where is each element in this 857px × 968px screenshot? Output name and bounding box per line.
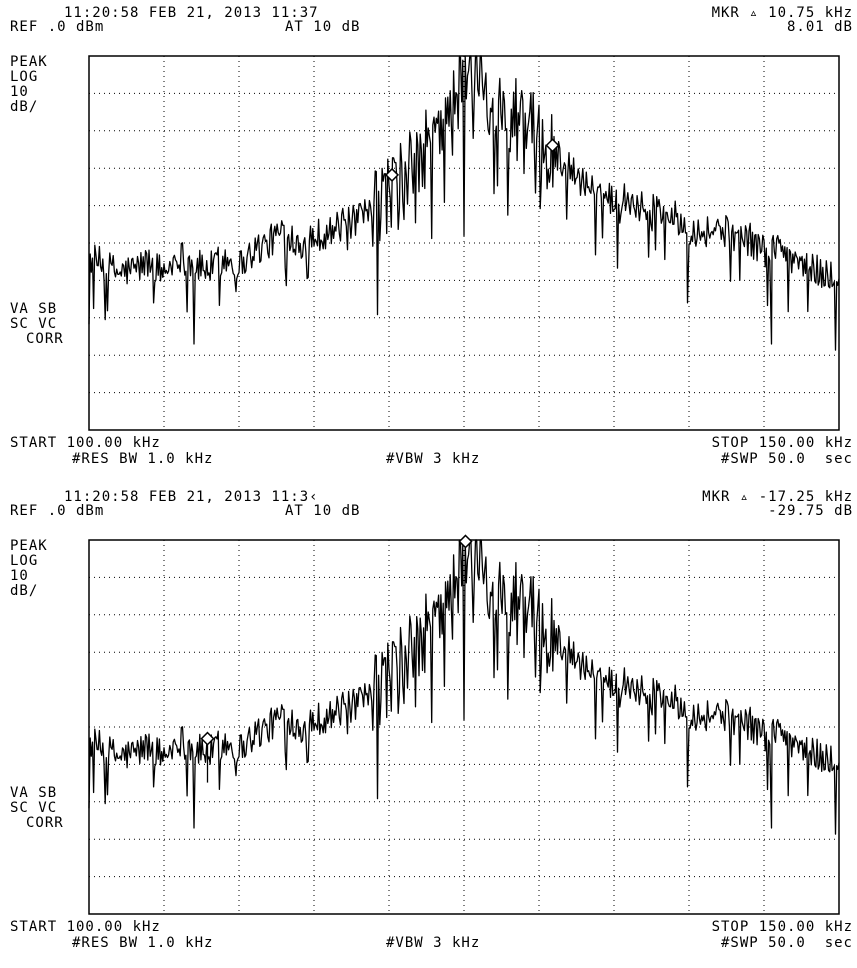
scale-type-label: LOG [10,69,39,85]
marker-diamond [384,167,400,182]
ref-level: REF .0 dBm [10,19,105,35]
marker-diamond [200,731,215,746]
marker-delta-level: 8.01 dB [786,19,853,35]
scale-value-label: 10 [10,568,29,584]
sweep-time: #SWP 50.0 sec [720,451,853,467]
scale-unit-label: dB/ [10,583,39,599]
marker-delta-level: -29.75 dB [768,503,853,519]
marker-diamond [458,534,473,549]
start-freq: START 100.00 kHz [10,435,161,451]
attenuation: AT 10 dB [285,503,361,519]
scale-value-label: 10 [10,84,29,100]
scale-type-label: LOG [10,553,39,569]
ref-level: REF .0 dBm [10,503,105,519]
resolution-bandwidth: #RES BW 1.0 kHz [72,935,214,951]
detector-label: PEAK [10,538,48,554]
timestamp: 11:20:58 FEB 21, 2013 11:37 [64,5,319,21]
resolution-bandwidth: #RES BW 1.0 kHz [72,451,214,467]
mode-label-3: CORR [26,815,64,831]
stop-freq: STOP 150.00 kHz [711,919,853,935]
analyzer-panel-2: 11:20:58 FEB 21, 2013 11:3‹ MKR ▵ -17.25… [0,484,857,968]
attenuation: AT 10 dB [285,19,361,35]
spectrum-plot-1 [88,55,840,431]
analyzer-panel-1: 11:20:58 FEB 21, 2013 11:37 MKR ▵ 10.75 … [10,5,853,467]
marker-diamond [545,138,560,153]
start-freq: START 100.00 kHz [10,919,161,935]
mode-label-2: SC VC [10,800,58,816]
spectrum-trace [88,539,840,835]
detector-label: PEAK [10,54,48,70]
mode-label-1: VA SB [10,301,58,317]
sweep-time: #SWP 50.0 sec [720,935,853,951]
mode-label-3: CORR [26,331,64,347]
mode-label-1: VA SB [10,785,58,801]
scale-unit-label: dB/ [10,99,39,115]
timestamp: 11:20:58 FEB 21, 2013 11:3‹ [64,489,319,505]
marker-delta-freq: MKR ▵ 10.75 kHz [711,5,853,21]
marker-delta-freq: MKR ▵ -17.25 kHz [702,489,853,505]
video-bandwidth: #VBW 3 kHz [386,935,481,951]
mode-label-2: SC VC [10,316,58,332]
spectrum-plot-2 [88,534,840,915]
spectrum-trace [88,55,840,351]
stop-freq: STOP 150.00 kHz [711,435,853,451]
video-bandwidth: #VBW 3 kHz [386,451,481,467]
